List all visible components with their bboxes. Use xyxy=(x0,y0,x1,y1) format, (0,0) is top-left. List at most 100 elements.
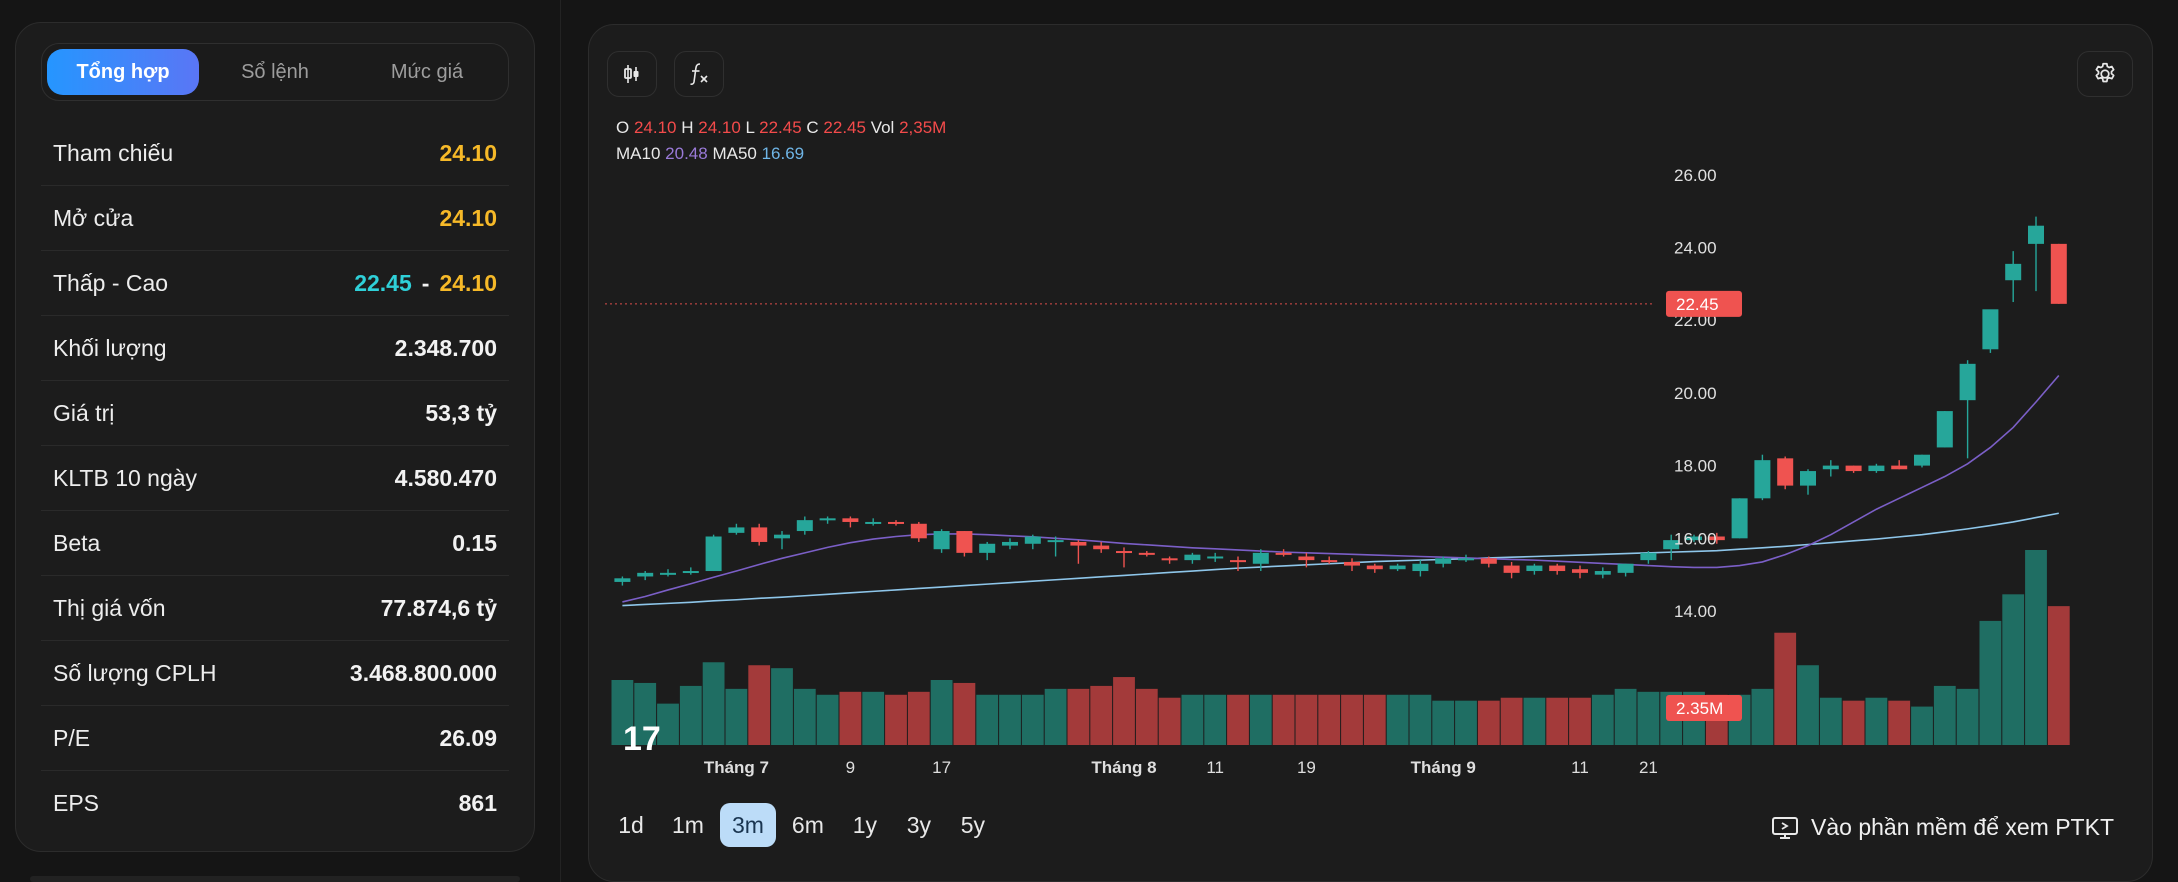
volume-bar xyxy=(1090,685,1113,745)
period-selector: 1d 1m 3m 6m 1y 3y 5y xyxy=(606,803,998,847)
ma10-key: MA10 xyxy=(616,144,661,163)
candle-body xyxy=(774,534,790,539)
candle-body xyxy=(933,531,950,550)
row-reference: Tham chiếu 24.10 xyxy=(41,121,509,186)
candle-body xyxy=(1321,560,1338,563)
candle-body xyxy=(1503,565,1520,573)
shares-outstanding-label: Số lượng CPLH xyxy=(53,659,217,686)
close-key: C xyxy=(806,118,819,137)
candle-body xyxy=(2005,263,2022,281)
x-axis-tick: Tháng 7 xyxy=(704,758,769,777)
period-1d[interactable]: 1d xyxy=(618,811,644,838)
candle-body xyxy=(1663,540,1680,550)
ma10-line xyxy=(622,374,2060,603)
avg-volume-label: KLTB 10 ngày xyxy=(53,464,198,491)
volume-bar xyxy=(702,662,725,745)
candle-body xyxy=(865,521,882,524)
volume-bar xyxy=(907,691,930,745)
ma50-line xyxy=(622,512,2059,607)
eps-label: EPS xyxy=(53,790,100,816)
period-3m[interactable]: 3m xyxy=(719,803,776,847)
candle-body xyxy=(1161,558,1178,561)
candle-body xyxy=(1686,536,1702,541)
candle-body xyxy=(1891,465,1908,470)
ma10-value: 20.48 xyxy=(665,144,708,163)
chart-panel: O 24.10 H 24.10 L 22.45 C 22.45 Vol 2,35… xyxy=(588,24,2153,882)
reference-label: Tham chiếu xyxy=(53,139,174,166)
volume-bar xyxy=(953,682,976,745)
summary-list: Tham chiếu 24.10 Mở cửa 24.10 Thấp - Cao… xyxy=(41,121,509,836)
candle-body xyxy=(1252,552,1269,564)
candlestick-type-button[interactable] xyxy=(607,51,657,97)
indicators-button[interactable] xyxy=(674,51,724,97)
volume-bar xyxy=(2025,550,2047,745)
row-open: Mở cửa 24.10 xyxy=(41,186,509,251)
trade-value-value: 53,3 tỷ xyxy=(425,399,497,426)
volume-bar xyxy=(999,694,1021,745)
period-5y[interactable]: 5y xyxy=(960,811,985,838)
open-ta-software-link[interactable]: Vào phần mềm để xem PTKT xyxy=(1771,814,2114,841)
volume-bar xyxy=(1249,694,1272,745)
volume-bar xyxy=(1614,688,1637,745)
candle-body xyxy=(1093,545,1110,550)
volume-bar xyxy=(771,668,793,745)
low-high-values: 22.45-24.10 xyxy=(354,270,497,297)
volume-bar xyxy=(2002,594,2025,745)
candlestick-icon xyxy=(624,65,639,83)
volume-bar xyxy=(1819,697,1842,745)
vol-key: Vol xyxy=(870,118,895,137)
candle-body xyxy=(1845,465,1862,472)
candle-body xyxy=(1207,556,1224,559)
volume-bar xyxy=(1181,694,1204,745)
row-beta: Beta 0.15 xyxy=(41,511,509,576)
period-1y[interactable]: 1y xyxy=(852,811,877,838)
candle-body xyxy=(1047,540,1064,543)
volume-bar xyxy=(1797,665,1819,745)
y-axis-tick: 20.00 xyxy=(1674,384,1717,403)
candle-body xyxy=(1754,460,1771,499)
candle-body xyxy=(1572,569,1588,573)
volume-bar xyxy=(657,703,679,745)
function-icon xyxy=(690,63,708,85)
last-volume-label: 2.35M xyxy=(1676,699,1723,718)
candle-body xyxy=(1982,309,1999,350)
open-label: Mở cửa xyxy=(53,204,134,231)
volume-bar xyxy=(1591,694,1614,745)
high-value: 24.10 xyxy=(439,269,497,296)
high-key: H xyxy=(681,118,694,137)
volume-bar xyxy=(725,688,748,745)
tab-price-levels[interactable]: Mức giá xyxy=(390,60,464,83)
y-axis-tick: 26.00 xyxy=(1674,166,1717,185)
x-axis-tick: 21 xyxy=(1639,758,1658,777)
volume-bar xyxy=(1363,694,1386,745)
candle-body xyxy=(1344,561,1360,566)
candle-body xyxy=(1138,552,1155,555)
candle-body xyxy=(637,572,654,577)
x-axis-tick: 17 xyxy=(932,758,951,777)
tab-summary[interactable]: Tổng hợp xyxy=(47,49,199,95)
period-6m[interactable]: 6m xyxy=(791,811,824,838)
volume-bar xyxy=(1523,697,1546,745)
candle-body xyxy=(1526,565,1543,572)
tab-order-book[interactable]: Sổ lệnh xyxy=(241,60,309,83)
volume-bar xyxy=(1911,706,1933,745)
volume-bar xyxy=(1204,694,1227,745)
beta-label: Beta xyxy=(53,529,101,556)
eps-value: 861 xyxy=(458,790,497,816)
candle-body xyxy=(1959,363,1976,401)
close-price: 22.45 xyxy=(823,118,866,137)
period-3y[interactable]: 3y xyxy=(906,811,931,838)
chart-settings-button[interactable] xyxy=(2077,51,2133,97)
candle-body xyxy=(1070,541,1087,546)
candle-body xyxy=(1936,411,1953,448)
low-price: 22.45 xyxy=(759,118,802,137)
volume-bar xyxy=(1021,694,1044,745)
candle-body xyxy=(1230,560,1246,563)
price-chart[interactable]: 1726.0024.0022.0020.0018.0016.0014.0022.… xyxy=(589,25,2154,785)
volume-bar xyxy=(1044,688,1067,745)
period-1m[interactable]: 1m xyxy=(672,811,704,838)
volume-bar xyxy=(816,694,839,745)
high-price: 24.10 xyxy=(698,118,741,137)
monitor-icon xyxy=(1772,816,1799,839)
row-eps: EPS 861 xyxy=(41,771,509,836)
